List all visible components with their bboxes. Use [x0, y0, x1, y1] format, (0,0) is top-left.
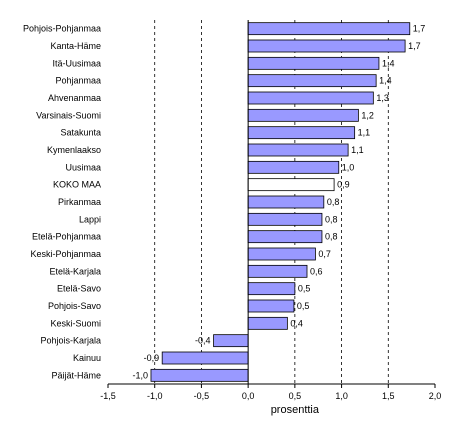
- bar: [247, 160, 340, 174]
- category-label: Pirkanmaa: [58, 197, 101, 207]
- bar: [247, 143, 349, 157]
- value-label: 0,8: [327, 197, 340, 207]
- value-label: -0,4: [195, 336, 211, 346]
- bar: [247, 178, 335, 192]
- bar: [247, 126, 356, 140]
- x-tick-label: 2,0: [429, 391, 442, 401]
- bar: [150, 368, 249, 382]
- bar: [247, 56, 380, 70]
- value-label: 1,4: [382, 58, 395, 68]
- bar: [247, 282, 296, 296]
- value-label: 1,1: [358, 128, 371, 138]
- category-label: KOKO MAA: [53, 180, 101, 190]
- category-label: Pohjois-Pohjanmaa: [23, 24, 101, 34]
- category-label: Kainuu: [73, 353, 101, 363]
- category-label: Etelä-Savo: [57, 284, 101, 294]
- value-label: 0,6: [310, 266, 323, 276]
- value-label: 0,9: [337, 180, 350, 190]
- category-label: Pohjois-Karjala: [40, 336, 101, 346]
- value-label: 1,2: [361, 110, 374, 120]
- value-label: 1,4: [379, 76, 392, 86]
- x-tick-label: 1,5: [382, 391, 395, 401]
- x-tick-label: 1,0: [335, 391, 348, 401]
- bar: [247, 91, 374, 105]
- value-label: -0,9: [144, 353, 160, 363]
- category-label: Pohjanmaa: [55, 76, 101, 86]
- value-label: -1,0: [132, 370, 148, 380]
- category-label: Satakunta: [60, 128, 101, 138]
- category-label: Uusimaa: [65, 162, 101, 172]
- category-label: Keski-Suomi: [50, 318, 101, 328]
- category-label: Etelä-Karjala: [49, 266, 101, 276]
- category-label: Kanta-Häme: [50, 41, 101, 51]
- bar: [213, 334, 249, 348]
- value-label: 0,8: [325, 232, 338, 242]
- value-label: 0,4: [290, 318, 303, 328]
- value-label: 1,0: [342, 162, 355, 172]
- value-label: 1,3: [376, 93, 389, 103]
- bar: [247, 230, 323, 244]
- bar: [247, 39, 406, 53]
- bars: [150, 22, 411, 382]
- x-tick-label: -0,5: [194, 391, 210, 401]
- value-label: 0,7: [318, 249, 331, 259]
- x-tick-label: 0,5: [289, 391, 302, 401]
- bar: [247, 74, 377, 88]
- category-label: Kymenlaakso: [47, 145, 101, 155]
- category-label: Päijät-Häme: [51, 370, 101, 380]
- value-label: 1,7: [413, 24, 426, 34]
- bar: [247, 247, 316, 261]
- x-axis-title: prosenttia: [271, 404, 320, 416]
- x-tick-label: 0,0: [242, 391, 255, 401]
- bar: [247, 212, 323, 226]
- value-label: 0,5: [297, 301, 310, 311]
- bar: [247, 316, 288, 330]
- category-label: Lappi: [79, 214, 101, 224]
- bar: [247, 195, 325, 209]
- value-label: 0,5: [298, 284, 311, 294]
- x-tick-label: -1,5: [100, 391, 116, 401]
- category-labels: Pohjois-Pohjanmaa Kanta-Häme Itä-Uusimaa Po…: [23, 24, 101, 381]
- category-label: Pohjois-Savo: [48, 301, 101, 311]
- bar: [247, 108, 359, 122]
- category-label: Varsinais-Suomi: [36, 110, 101, 120]
- bar: [247, 264, 308, 278]
- category-label: Itä-Uusimaa: [52, 58, 101, 68]
- category-label: Ahvenanmaa: [48, 93, 101, 103]
- x-tick-label: -1,0: [147, 391, 163, 401]
- value-labels: 1,7 1,7 1,4 1,4 1,31,2 1,1 1,1 1,0 0,9 0,8 0,8 0,8 0…: [132, 24, 425, 381]
- bar: [161, 351, 249, 365]
- value-label: 0,8: [325, 214, 338, 224]
- category-label: Etelä-Pohjanmaa: [32, 232, 101, 242]
- category-label: Keski-Pohjanmaa: [30, 249, 101, 259]
- bar: [247, 299, 295, 313]
- value-label: 1,1: [351, 145, 364, 155]
- value-label: 1,7: [408, 41, 421, 51]
- bar: [247, 22, 411, 36]
- x-axis: -1,5 -1,0 -0,5 0,0 0,5 1,0 1,5 2,0: [100, 383, 442, 401]
